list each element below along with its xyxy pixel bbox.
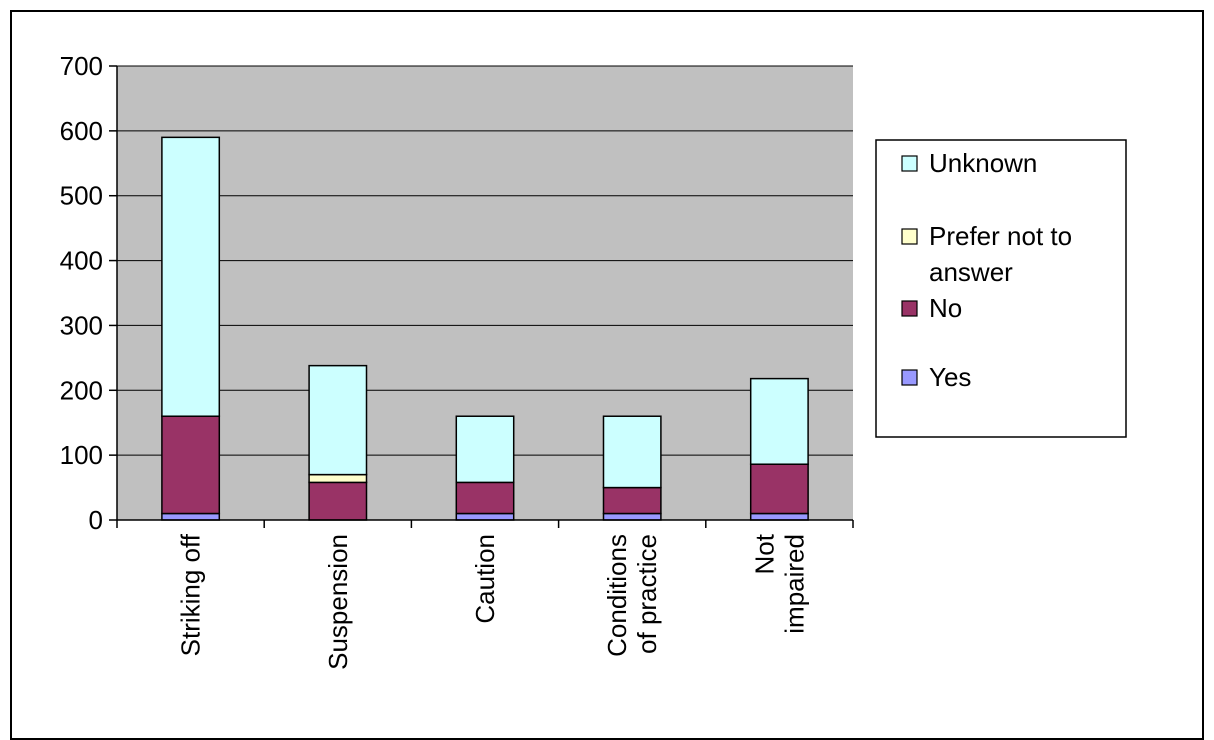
bar-segment-unknown — [161, 136, 221, 417]
bar-segment-no — [308, 481, 368, 521]
bar-segment-unknown — [455, 415, 515, 484]
legend-label: Prefer not to — [929, 221, 1072, 251]
bar-segment-unknown — [602, 415, 662, 489]
legend-label: answer — [929, 257, 1013, 287]
x-category-label: Suspension — [323, 534, 353, 670]
bars — [161, 136, 809, 521]
gridlines — [117, 65, 853, 456]
y-tick-label: 400 — [60, 246, 103, 276]
x-category-label: Striking off — [176, 533, 206, 656]
y-tick-label: 0 — [89, 505, 103, 535]
axes — [109, 65, 854, 528]
x-category-label: of practice — [632, 534, 662, 654]
bar-segment-unknown — [749, 377, 809, 465]
bar-segment-yes — [455, 512, 515, 521]
bar-segment-yes — [602, 512, 662, 521]
x-category-label: Not — [749, 533, 779, 574]
legend-swatch-no — [901, 300, 918, 317]
bar-segment-unknown — [308, 364, 368, 476]
y-tick-label: 500 — [60, 181, 103, 211]
x-category-labels: Striking off Suspension Caution Conditions o… — [176, 533, 810, 670]
bar-segment-no — [455, 481, 515, 515]
legend-swatch-yes — [901, 369, 918, 386]
legend-swatch-prefer-not-to-answer — [901, 228, 918, 245]
legend-label: No — [929, 293, 962, 323]
legend: Unknown Prefer not to answer No Yes — [875, 139, 1127, 438]
y-tick-label: 700 — [60, 51, 103, 81]
legend-box — [875, 139, 1127, 438]
legend-label: Yes — [929, 362, 971, 392]
bar-segment-no — [602, 486, 662, 515]
y-tick-labels: 0 100 200 300 400 500 600 700 — [60, 51, 103, 535]
y-tick-label: 200 — [60, 375, 103, 405]
y-tick-label: 100 — [60, 440, 103, 470]
bar-segment-no — [161, 415, 221, 515]
legend-swatch-unknown — [901, 155, 918, 172]
x-category-label: impaired — [779, 534, 809, 634]
bar-segment-prefer-not-to-answer — [308, 473, 368, 484]
y-tick-label: 600 — [60, 116, 103, 146]
legend-label: Unknown — [929, 148, 1037, 178]
bar-segment-yes — [749, 512, 809, 521]
y-tick-label: 300 — [60, 310, 103, 340]
x-category-label: Conditions — [602, 534, 632, 657]
x-category-label: Caution — [470, 534, 500, 624]
bar-segment-yes — [161, 512, 221, 521]
bar-segment-no — [749, 463, 809, 515]
